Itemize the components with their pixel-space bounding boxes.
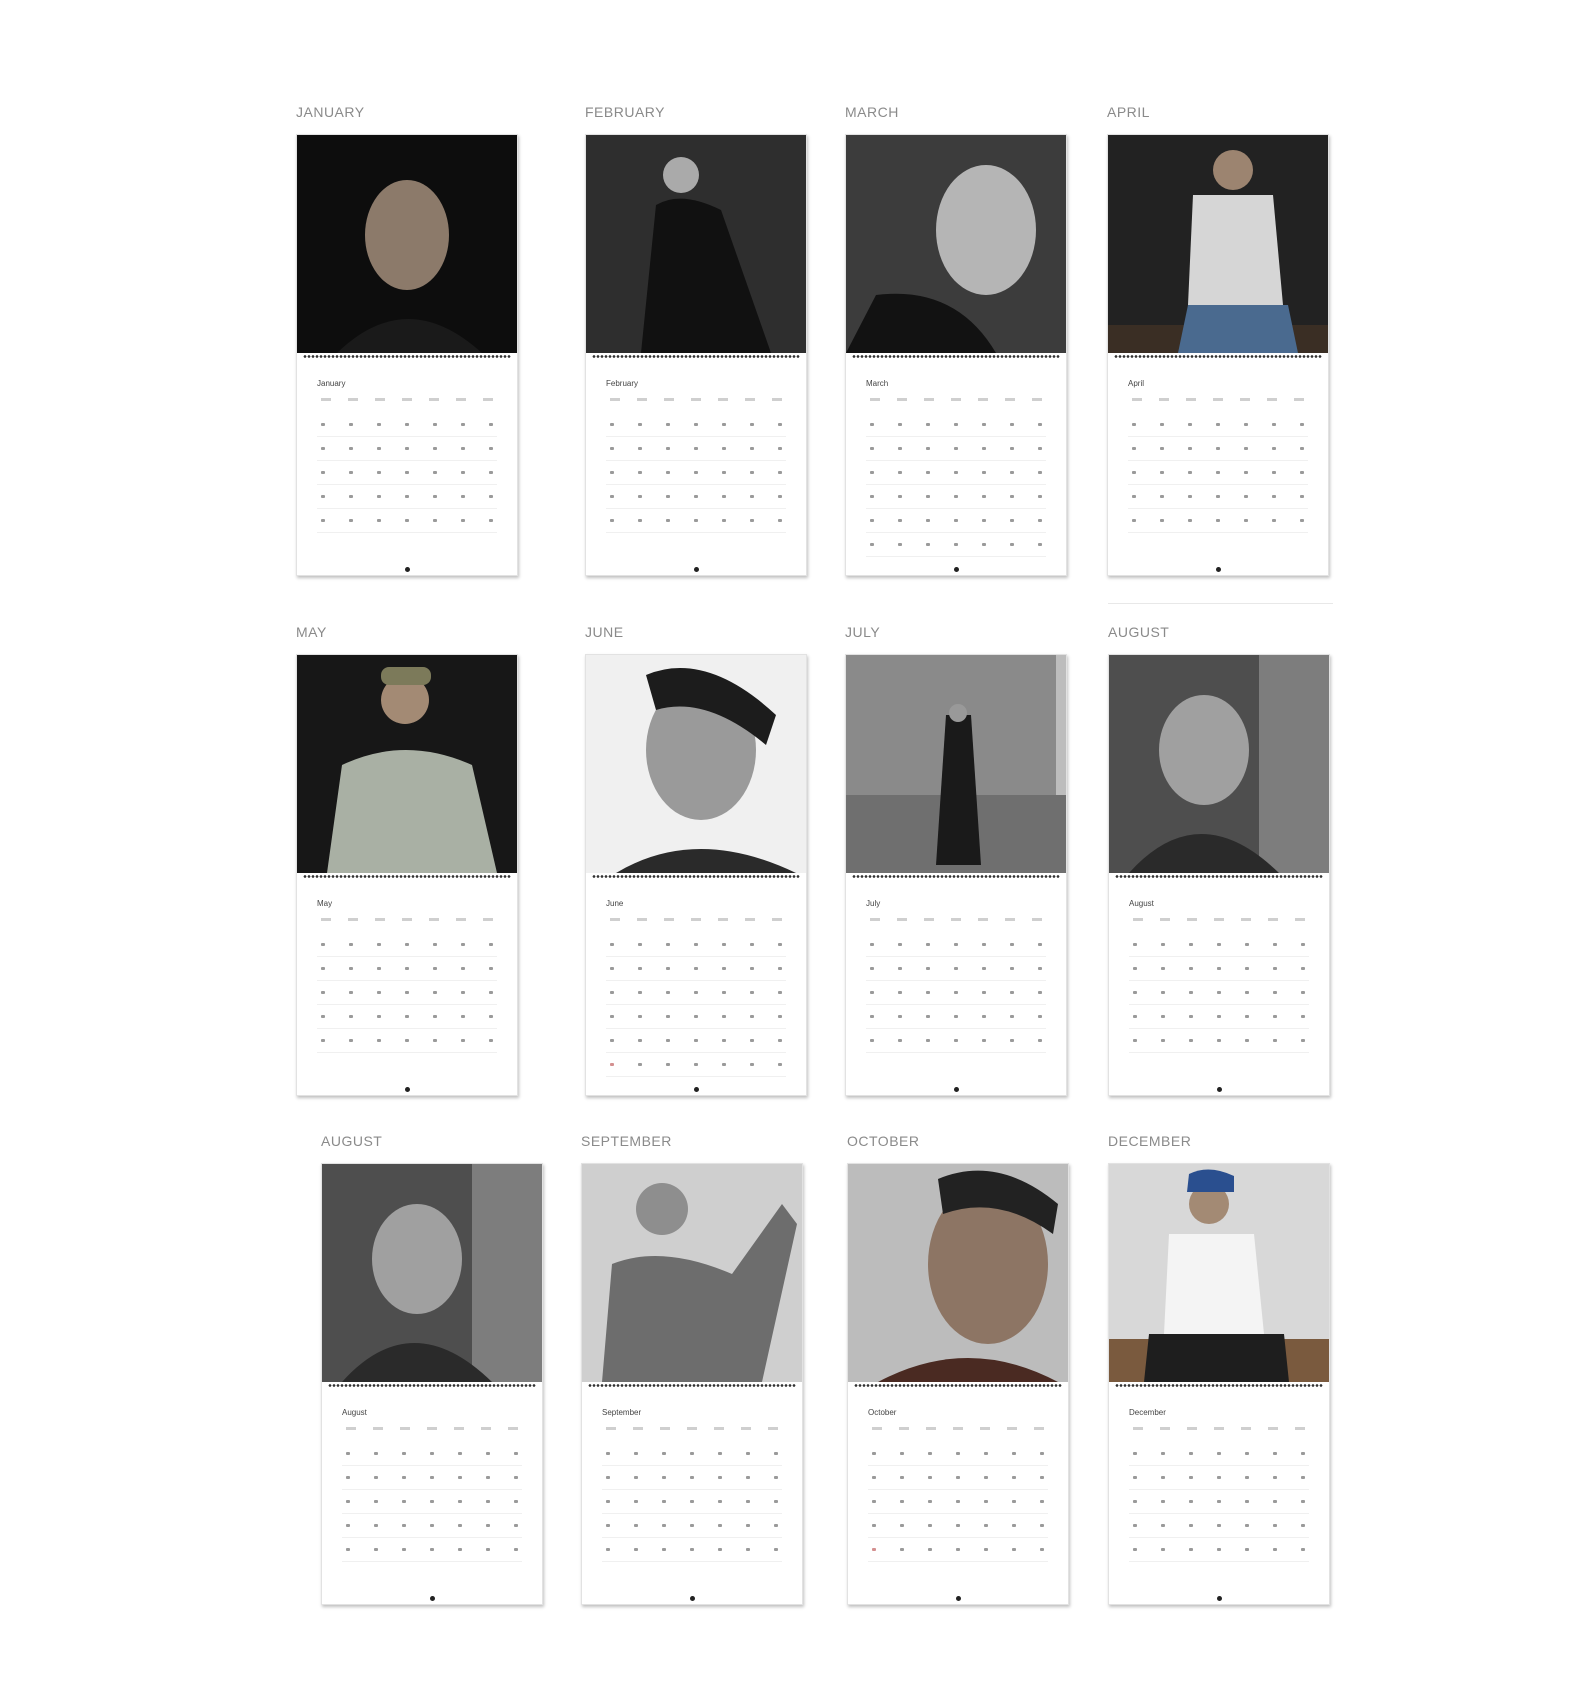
month-label: FEBRUARY	[585, 104, 665, 120]
mini-month-title: June	[606, 899, 624, 908]
month-grid: June	[606, 899, 786, 1077]
month-label: AUGUST	[1108, 624, 1170, 640]
portrait-photo	[586, 655, 806, 873]
calendar-sheet: June	[585, 654, 807, 1096]
month-grid: January	[317, 379, 497, 533]
month-grid: July	[866, 899, 1046, 1053]
month-label: SEPTEMBER	[581, 1133, 672, 1149]
mini-month-title: July	[866, 899, 881, 908]
spiral-binding	[588, 1383, 796, 1388]
portrait-photo	[1108, 135, 1328, 353]
hang-hole	[953, 567, 959, 572]
spiral-binding	[852, 354, 1060, 359]
calendar-sheet: February	[585, 134, 807, 576]
spiral-binding	[592, 354, 800, 359]
spiral-binding	[1115, 1383, 1323, 1388]
mini-month-title: January	[317, 379, 346, 388]
hang-hole	[693, 567, 699, 572]
portrait-photo	[846, 135, 1066, 353]
hang-hole	[689, 1596, 695, 1601]
calendar-page-october: OCTOBER October	[847, 1133, 1069, 1605]
month-grid: May	[317, 899, 497, 1053]
calendar-page-august: AUGUST August	[1108, 624, 1330, 1096]
calendar-sheet: August	[321, 1163, 543, 1605]
month-label: JULY	[845, 624, 881, 640]
portrait-photo	[846, 655, 1066, 873]
month-grid: April	[1128, 379, 1308, 533]
month-label: DECEMBER	[1108, 1133, 1192, 1149]
month-label: OCTOBER	[847, 1133, 920, 1149]
calendar-page-june: JUNE June	[585, 624, 807, 1096]
calendar-sheet: April	[1107, 134, 1329, 576]
calendar-page-march: MARCH March	[845, 104, 1067, 576]
portrait-photo	[582, 1164, 802, 1382]
portrait-photo	[1109, 1164, 1329, 1382]
spiral-binding	[303, 874, 511, 879]
mini-month-title: October	[868, 1408, 897, 1417]
month-label: MARCH	[845, 104, 899, 120]
calendar-sheet: March	[845, 134, 1067, 576]
spiral-binding	[1114, 354, 1322, 359]
spiral-binding	[852, 874, 1060, 879]
month-grid: March	[866, 379, 1046, 557]
calendar-page-august-2: AUGUST August	[321, 1133, 543, 1605]
month-label: JUNE	[585, 624, 624, 640]
calendar-sheet: July	[845, 654, 1067, 1096]
month-grid: August	[342, 1408, 522, 1562]
calendar-page-january: JANUARY January	[296, 104, 518, 576]
portrait-photo	[848, 1164, 1068, 1382]
month-grid: October	[868, 1408, 1048, 1562]
month-label: MAY	[296, 624, 327, 640]
mini-month-title: August	[342, 1408, 367, 1417]
month-label: APRIL	[1107, 104, 1150, 120]
calendar-page-december: DECEMBER December	[1108, 1133, 1330, 1605]
calendar-sheet: January	[296, 134, 518, 576]
spiral-binding	[328, 1383, 536, 1388]
hang-hole	[1215, 567, 1221, 572]
hang-hole	[429, 1596, 435, 1601]
hang-hole	[953, 1087, 959, 1092]
month-grid: August	[1129, 899, 1309, 1053]
mini-month-title: August	[1129, 899, 1154, 908]
hang-hole	[693, 1087, 699, 1092]
calendar-page-february: FEBRUARY February	[585, 104, 807, 576]
month-label: JANUARY	[296, 104, 365, 120]
hang-hole	[955, 1596, 961, 1601]
spiral-binding	[592, 874, 800, 879]
calendar-sheet: October	[847, 1163, 1069, 1605]
portrait-photo	[297, 655, 517, 873]
mini-month-title: December	[1129, 1408, 1166, 1417]
spiral-binding	[1115, 874, 1323, 879]
spiral-binding	[854, 1383, 1062, 1388]
calendar-page-july: JULY July	[845, 624, 1067, 1096]
mini-month-title: September	[602, 1408, 642, 1417]
hang-hole	[404, 567, 410, 572]
divider	[1108, 603, 1333, 604]
mini-month-title: April	[1128, 379, 1145, 388]
spiral-binding	[303, 354, 511, 359]
month-grid: February	[606, 379, 786, 533]
portrait-photo	[322, 1164, 542, 1382]
hang-hole	[1216, 1596, 1222, 1601]
calendar-page-may: MAY May	[296, 624, 518, 1096]
portrait-photo	[586, 135, 806, 353]
calendar-sheet: May	[296, 654, 518, 1096]
month-grid: September	[602, 1408, 782, 1562]
calendar-page-september: SEPTEMBER September	[581, 1133, 803, 1605]
hang-hole	[404, 1087, 410, 1092]
mini-month-title: May	[317, 899, 333, 908]
hang-hole	[1216, 1087, 1222, 1092]
month-label: AUGUST	[321, 1133, 383, 1149]
portrait-photo	[1109, 655, 1329, 873]
month-grid: December	[1129, 1408, 1309, 1562]
portrait-photo	[297, 135, 517, 353]
calendar-sheet: August	[1108, 654, 1330, 1096]
calendar-sheet: December	[1108, 1163, 1330, 1605]
mini-month-title: February	[606, 379, 639, 388]
mini-month-title: March	[866, 379, 889, 388]
calendar-sheet: September	[581, 1163, 803, 1605]
calendar-page-april: APRIL April	[1107, 104, 1329, 576]
